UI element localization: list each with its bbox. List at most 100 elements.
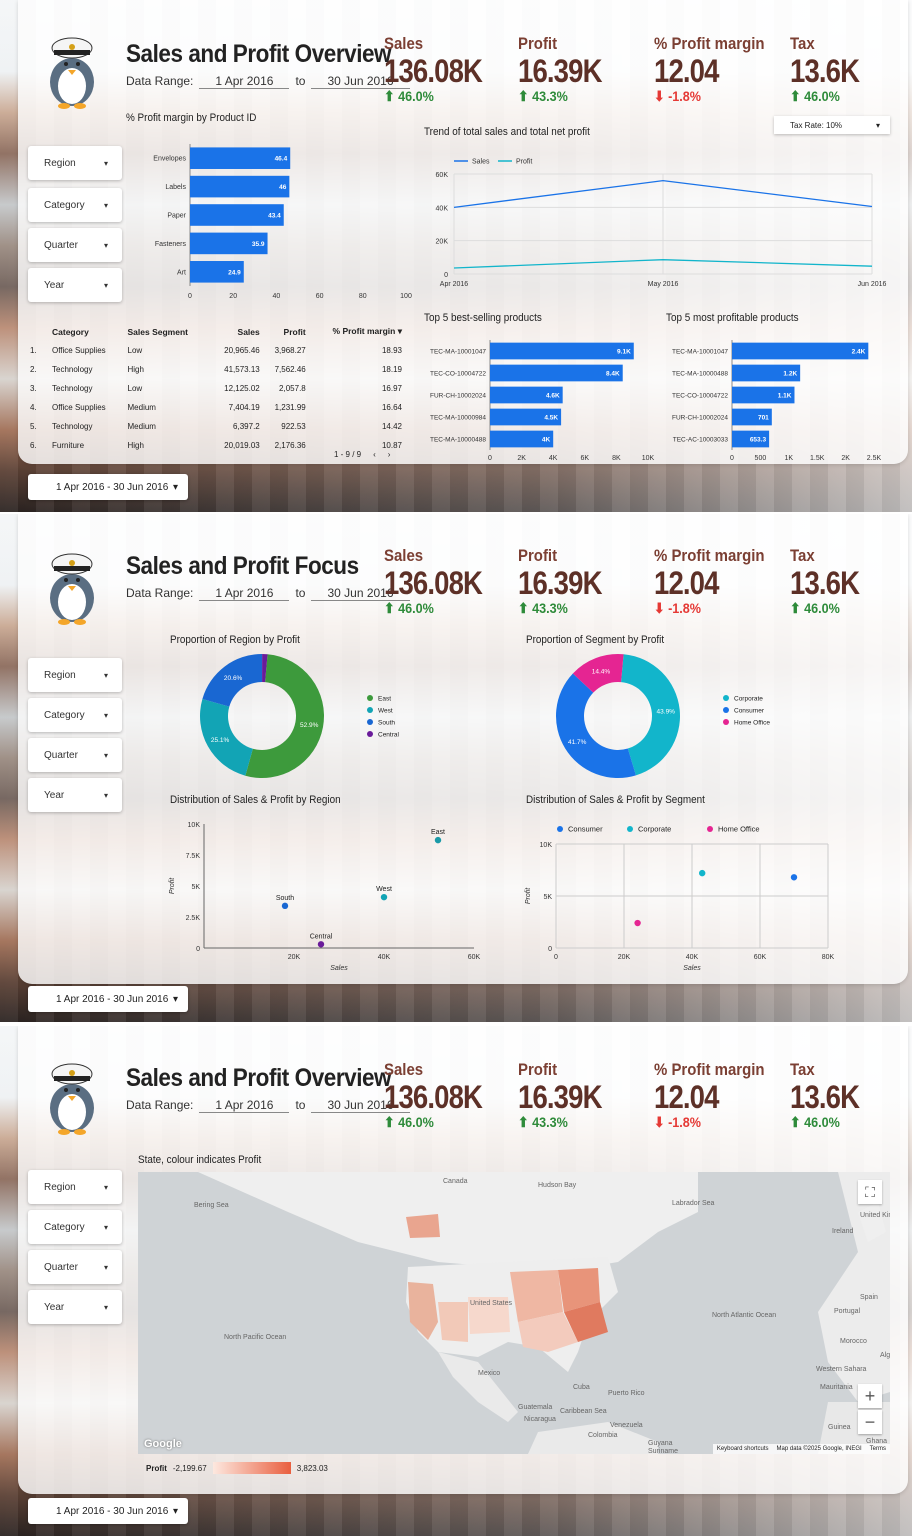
filter-quarter[interactable]: Quarter ▾ xyxy=(28,228,122,262)
start-date[interactable]: 1 Apr 2016 xyxy=(199,74,290,89)
date-range: Data Range: 1 Apr 2016 to 30 Jun 2016 xyxy=(126,586,410,601)
state-profit-map[interactable]: Canada Hudson Bay Bering Sea Labrador Sea No… xyxy=(138,1172,890,1454)
filter-category[interactable]: Category ▾ xyxy=(28,698,122,732)
filter-year[interactable]: Year ▾ xyxy=(28,1290,122,1324)
y-tick-label: 0 xyxy=(548,946,552,953)
legend-dot xyxy=(627,826,633,832)
kpi-change-value: 43.3% xyxy=(532,88,568,104)
filter-quarter[interactable]: Quarter ▾ xyxy=(28,1250,122,1284)
data-label: 2.4K xyxy=(852,349,866,356)
filter-label: Year xyxy=(44,1301,65,1313)
zoom-in-button[interactable]: + xyxy=(858,1384,882,1408)
slice-central xyxy=(262,654,268,683)
bar-tec-ma-10000984 xyxy=(490,408,562,426)
bar-tec-co-10004722 xyxy=(732,386,795,404)
tax-rate-select[interactable]: Tax Rate: 10% ▾ xyxy=(774,116,890,134)
point-consumer xyxy=(790,874,798,881)
x-tick-label: 40 xyxy=(273,293,281,300)
terms-link[interactable]: Terms xyxy=(869,1446,886,1452)
kpi-change-value: 46.0% xyxy=(804,88,840,104)
filter-region[interactable]: Region ▾ xyxy=(28,658,122,692)
bar-envelopes xyxy=(190,147,291,169)
filter-label: Region xyxy=(44,157,76,169)
date-range-label: Data Range: xyxy=(126,1098,194,1112)
legend-dot xyxy=(367,731,373,737)
kpi-value: 136.08K xyxy=(384,53,483,89)
cell-category: Technology xyxy=(52,365,93,374)
header-sales-segment[interactable]: Sales Segment xyxy=(127,326,188,337)
x-tick-label: 500 xyxy=(755,455,767,462)
header-category[interactable]: Category xyxy=(52,326,89,337)
map-label: Venezuela xyxy=(610,1422,643,1429)
point-home-office xyxy=(634,919,641,927)
zoom-out-button[interactable]: − xyxy=(858,1410,882,1434)
filter-label: Category xyxy=(44,709,85,721)
table-row[interactable]: 6. Furniture High 20,019.03 2,176.36 10.87 xyxy=(28,436,404,455)
kpi-sales: Sales 136.08K ⬆ 46.0% xyxy=(384,34,514,105)
cell-segment: Low xyxy=(127,384,143,393)
date-range-picker[interactable]: 1 Apr 2016 - 30 Jun 2016 ▾ xyxy=(28,986,188,1012)
end-date[interactable]: 30 Jun 2016 xyxy=(311,74,410,89)
x-tick-label: 100 xyxy=(400,293,412,300)
cell-profit: 2,176.36 xyxy=(274,441,306,450)
filter-quarter[interactable]: Quarter ▾ xyxy=(28,738,122,772)
bar-tec-ma-10001047 xyxy=(490,342,634,360)
x-tick-label: 2.5K xyxy=(867,455,882,462)
prev-page-icon[interactable]: ‹ xyxy=(373,450,376,459)
end-date[interactable]: 30 Jun 2016 xyxy=(311,586,410,601)
header-sales[interactable]: Sales xyxy=(237,326,260,337)
google-logo: Google xyxy=(144,1438,182,1450)
y-tick-label: 2.5K xyxy=(186,915,201,922)
end-date[interactable]: 30 Jun 2016 xyxy=(311,1098,410,1113)
header-profit[interactable]: Profit xyxy=(283,326,306,337)
x-tick-label: 6K xyxy=(581,455,590,462)
table-row[interactable]: 2. Technology High 41,573.13 7,562.46 18.19 xyxy=(28,360,404,379)
cell-sales: 41,573.13 xyxy=(224,365,260,374)
kpi-label: Profit xyxy=(518,1060,558,1079)
table-row[interactable]: 1. Office Supplies Low 20,965.46 3,968.27 18.… xyxy=(28,341,404,360)
region-scatter-title: Distribution of Sales & Profit by Region xyxy=(170,794,341,806)
kpi-change-value: 46.0% xyxy=(804,600,840,616)
filter-label: Category xyxy=(44,199,85,211)
cell-row-number: 5. xyxy=(30,422,37,431)
category-label: TEC-MA-10000488 xyxy=(672,371,728,378)
kpi--profit-margin: % Profit margin 12.04 ⬇ -1.8% xyxy=(654,1060,784,1131)
start-date[interactable]: 1 Apr 2016 xyxy=(199,1098,290,1113)
table-row[interactable]: 5. Technology Medium 6,397.2 922.53 14.42 xyxy=(28,417,404,436)
date-range-picker[interactable]: 1 Apr 2016 - 30 Jun 2016 ▾ xyxy=(28,1498,188,1524)
legend-label: Profit xyxy=(146,1463,167,1473)
point-label: Central xyxy=(310,933,333,940)
table-row[interactable]: 3. Technology Low 12,125.02 2,057.8 16.97 xyxy=(28,379,404,398)
fullscreen-button[interactable]: ⛶ xyxy=(858,1180,882,1204)
best-selling-bar-chart: TEC-MA-10001047 9.1K TEC-CO-10004722 8.4K FU… xyxy=(430,340,655,462)
filter-region[interactable]: Region ▾ xyxy=(28,1170,122,1204)
filter-category[interactable]: Category ▾ xyxy=(28,188,122,222)
x-tick-label: 80K xyxy=(822,954,835,961)
table-row[interactable]: 4. Office Supplies Medium 7,404.19 1,231.99 1… xyxy=(28,398,404,417)
slice-south xyxy=(202,654,263,707)
x-tick-label: 0 xyxy=(188,293,192,300)
filter-year[interactable]: Year ▾ xyxy=(28,778,122,812)
kpi-label: Tax xyxy=(790,1060,815,1079)
filter-category[interactable]: Category ▾ xyxy=(28,1210,122,1244)
filter-year[interactable]: Year ▾ xyxy=(28,268,122,302)
arrow-up-icon: ⬆ xyxy=(790,88,801,104)
x-tick-label: 40K xyxy=(378,954,391,961)
bar-labels xyxy=(190,175,290,198)
header-profit-margin[interactable]: % Profit margin ▾ xyxy=(308,322,404,341)
map-footer: Keyboard shortcuts Map data ©2025 Google… xyxy=(712,1444,890,1454)
next-page-icon[interactable]: › xyxy=(387,450,391,459)
point-central xyxy=(317,941,325,948)
x-tick-label: 0 xyxy=(488,455,492,462)
filter-region[interactable]: Region ▾ xyxy=(28,146,122,180)
y-axis-title: Profit xyxy=(169,877,176,894)
date-range-picker[interactable]: 1 Apr 2016 - 30 Jun 2016 ▾ xyxy=(28,474,188,500)
map-label: Canada xyxy=(443,1178,468,1185)
cell-sales: 20,019.03 xyxy=(224,441,260,450)
x-tick-label: 0 xyxy=(730,455,734,462)
legend-label: Corporate xyxy=(734,696,763,703)
map-label: Portugal xyxy=(834,1308,861,1315)
start-date[interactable]: 1 Apr 2016 xyxy=(199,586,290,601)
y-tick-label: 0 xyxy=(196,946,200,953)
keyboard-shortcuts-link[interactable]: Keyboard shortcuts xyxy=(716,1446,769,1452)
